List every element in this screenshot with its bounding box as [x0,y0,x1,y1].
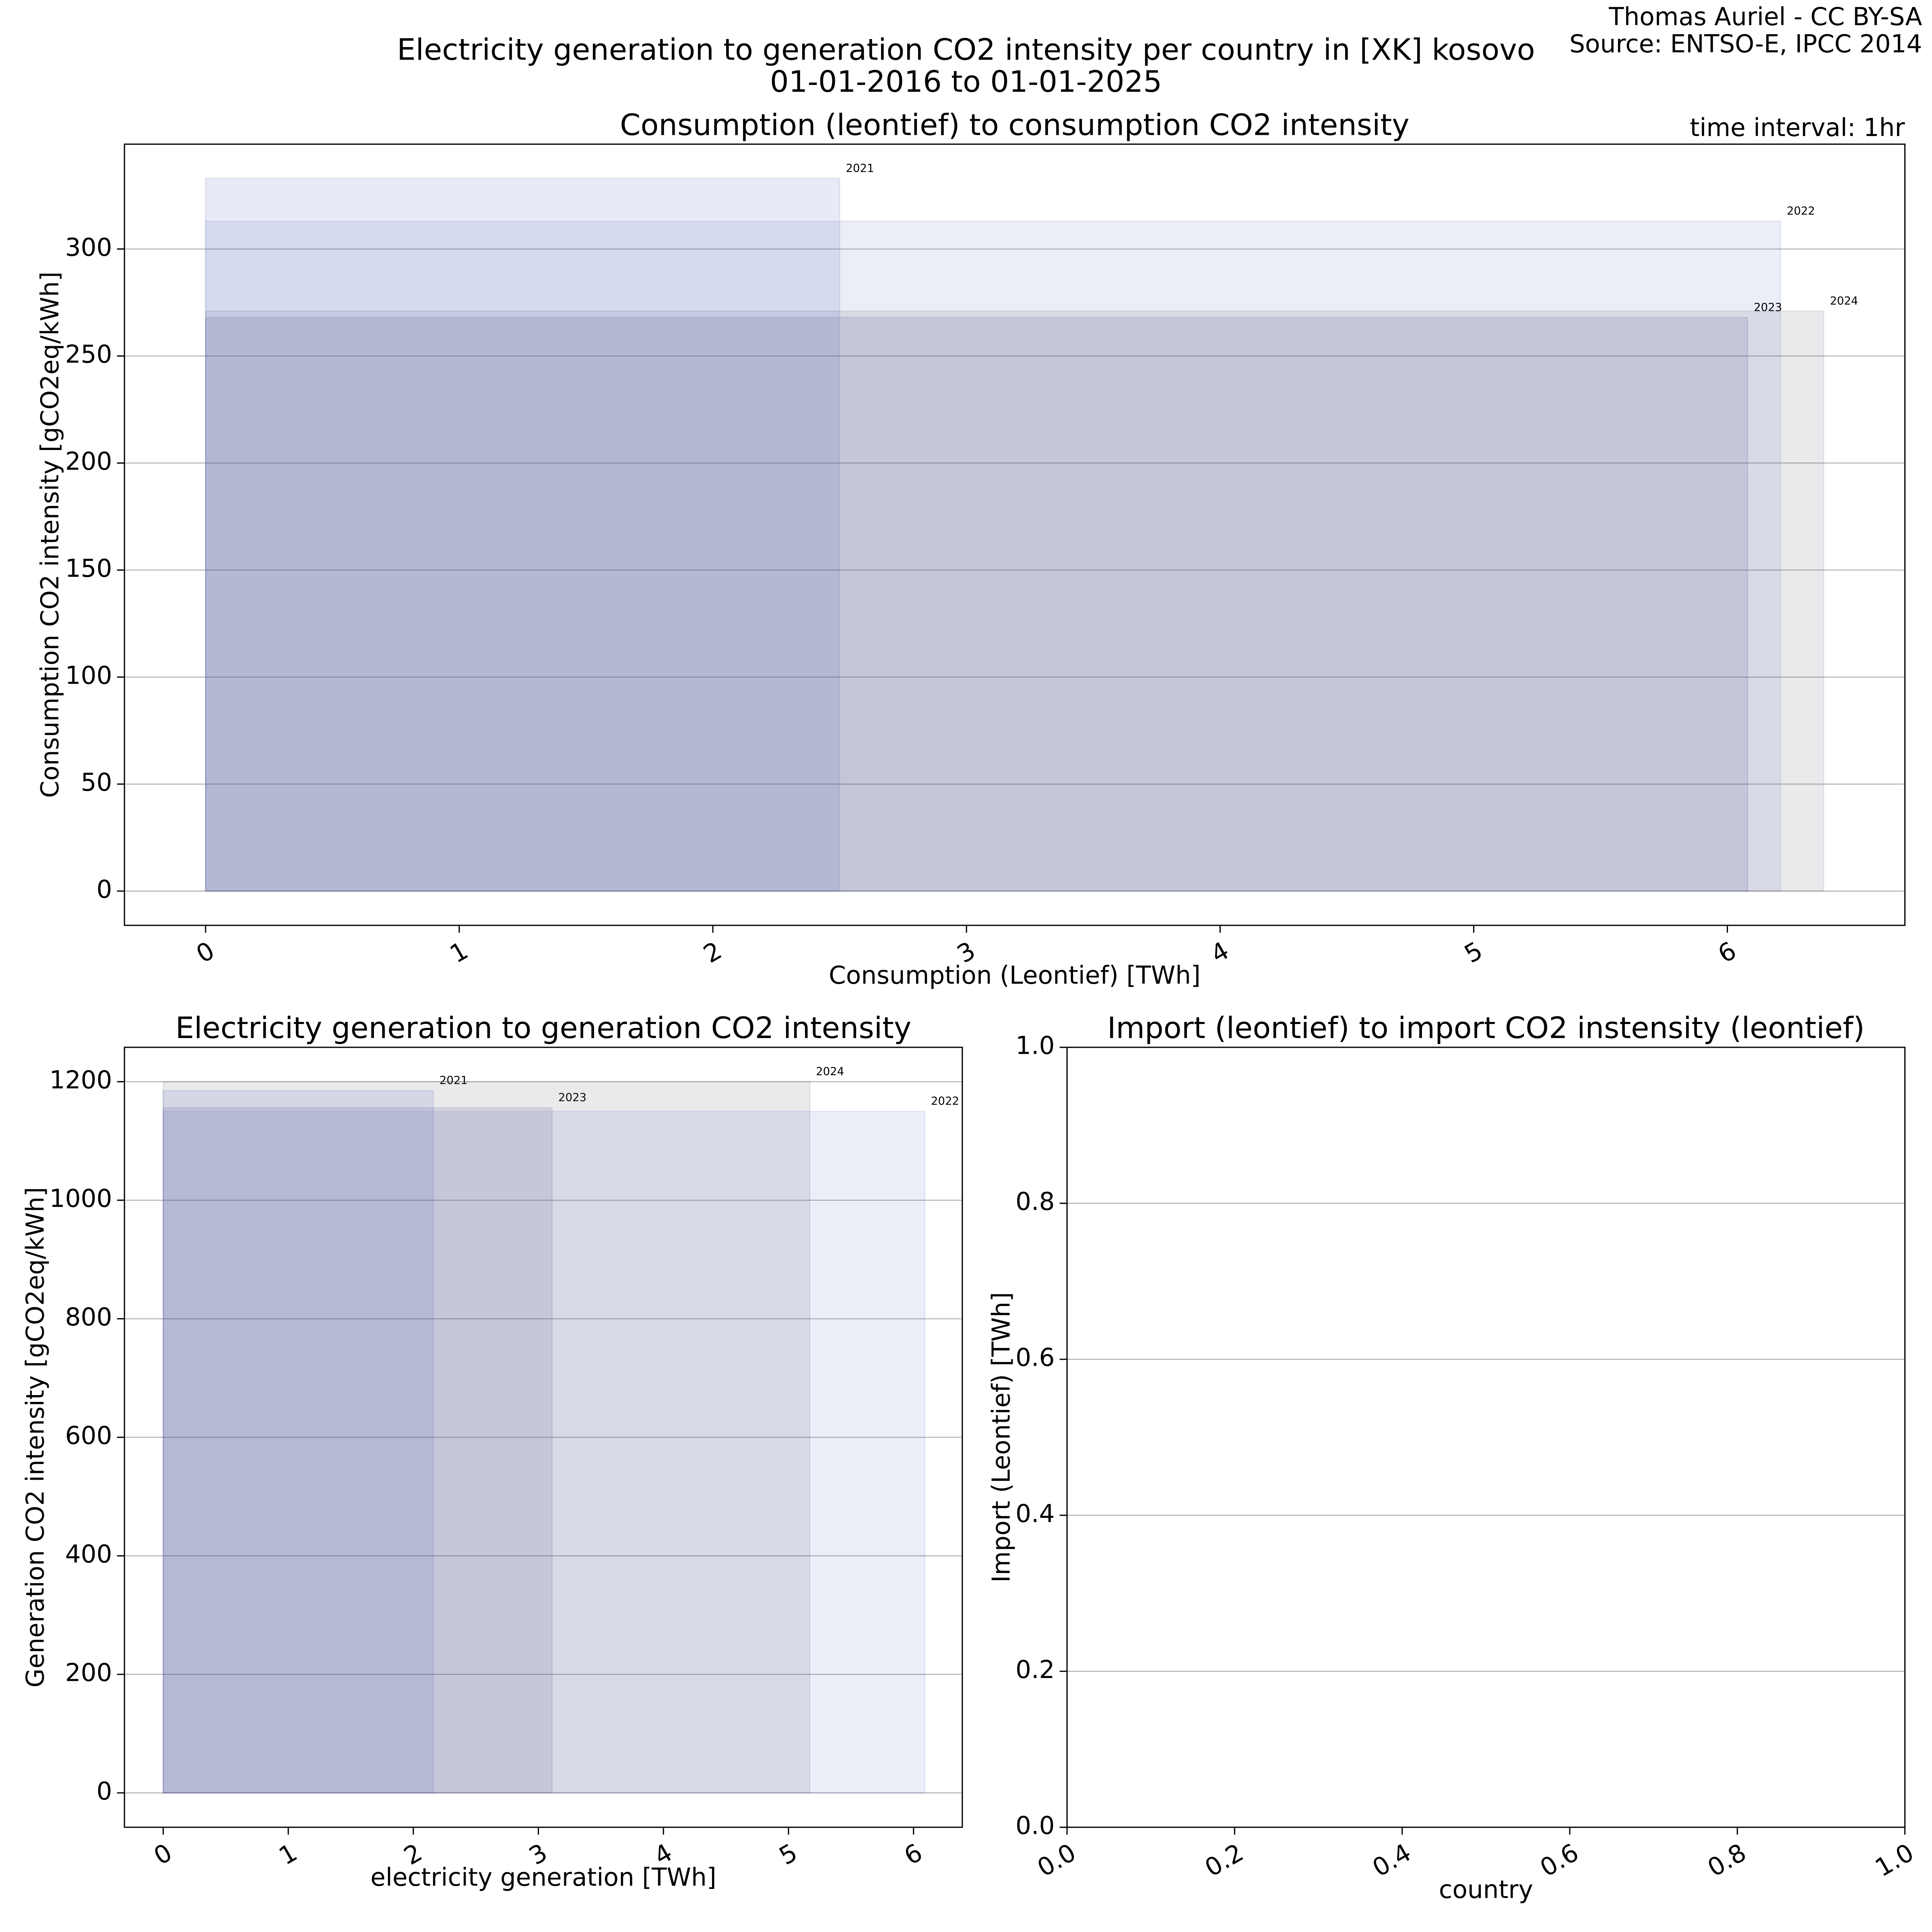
x-axis-title: Consumption (Leontief) [TWh] [829,961,1201,990]
y-tick-label: 600 [65,1422,112,1450]
year-label: 2024 [1830,294,1858,307]
figure-subtitle: 01-01-2016 to 01-01-2025 [770,65,1162,99]
y-axis-title: Generation CO2 intensity [gCO2eq/kWh] [21,1187,50,1688]
bar [162,1081,811,1794]
x-tick-label: 0 [192,936,219,969]
y-tick-label: 150 [65,554,112,583]
y-tick-label: 0.4 [1016,1499,1055,1528]
y-tick-label: 1000 [50,1185,112,1213]
bar [162,1107,553,1794]
bar [162,1090,434,1794]
bar [205,178,840,892]
source: Source: ENTSO-E, IPCC 2014 [1569,30,1922,58]
x-tick-label: 0.8 [1703,1838,1751,1882]
year-label: 2022 [931,1095,959,1108]
y-tick-label: 200 [65,447,112,476]
x-tick-label: 4 [1206,936,1234,969]
x-tick-label: 1.0 [1870,1838,1919,1882]
subplot-title: Consumption (leontief) to consumption CO… [620,108,1410,142]
time-interval: time interval: 1hr [1690,114,1905,142]
year-label: 2021 [440,1074,468,1087]
subplot-title: Electricity generation to generation CO2… [175,1011,912,1045]
year-label: 2021 [846,162,874,175]
subplot-title: Import (leontief) to import CO2 instensi… [1107,1011,1865,1045]
credit: Thomas Auriel - CC BY-SA [1608,3,1922,31]
y-axis-title: Import (Leontief) [TWh] [987,1292,1016,1583]
year-label: 2024 [816,1065,844,1078]
x-tick-label: 0.4 [1368,1838,1416,1882]
y-tick-label: 200 [65,1658,112,1687]
x-axis-title: country [1439,1876,1533,1904]
x-tick-label: 1 [445,936,473,969]
y-tick-label: 0.6 [1016,1344,1055,1372]
year-label: 2023 [1754,301,1782,314]
x-tick-label: 1 [274,1838,302,1871]
bar [162,1110,926,1794]
x-tick-label: 6 [900,1838,927,1871]
year-label: 2022 [1787,204,1815,217]
x-tick-label: 0.0 [1032,1838,1081,1882]
y-tick-label: 0.0 [1016,1811,1055,1840]
y-tick-label: 0 [97,1777,112,1806]
x-tick-label: 0.2 [1200,1838,1249,1882]
y-tick-label: 0 [97,875,112,904]
x-tick-label: 2 [699,936,727,969]
plot-frame [124,143,1906,926]
x-tick-label: 0 [149,1838,177,1871]
y-tick-label: 300 [65,233,112,262]
year-label: 2023 [558,1091,586,1104]
y-tick-label: 0.2 [1016,1655,1055,1684]
bar [205,310,1825,892]
y-tick-label: 400 [65,1540,112,1569]
y-tick-label: 100 [65,661,112,690]
y-axis-title: Consumption CO2 intensity [gCO2eq/kWh] [36,272,64,798]
figure-title: Electricity generation to generation CO2… [397,33,1535,67]
y-tick-label: 250 [65,340,112,369]
x-tick-label: 5 [1459,936,1487,969]
y-tick-label: 50 [81,768,112,797]
y-tick-label: 0.8 [1016,1187,1055,1216]
y-tick-label: 1200 [50,1066,112,1094]
x-tick-label: 5 [774,1838,802,1871]
bar [205,317,1748,892]
y-tick-label: 800 [65,1303,112,1331]
x-axis-title: electricity generation [TWh] [370,1863,716,1892]
bar [205,221,1781,892]
x-tick-label: 0.6 [1535,1838,1583,1882]
plot-frame [1066,1046,1906,1828]
plot-frame [124,1046,963,1828]
y-tick-label: 1.0 [1016,1032,1055,1060]
x-tick-label: 6 [1713,936,1741,969]
